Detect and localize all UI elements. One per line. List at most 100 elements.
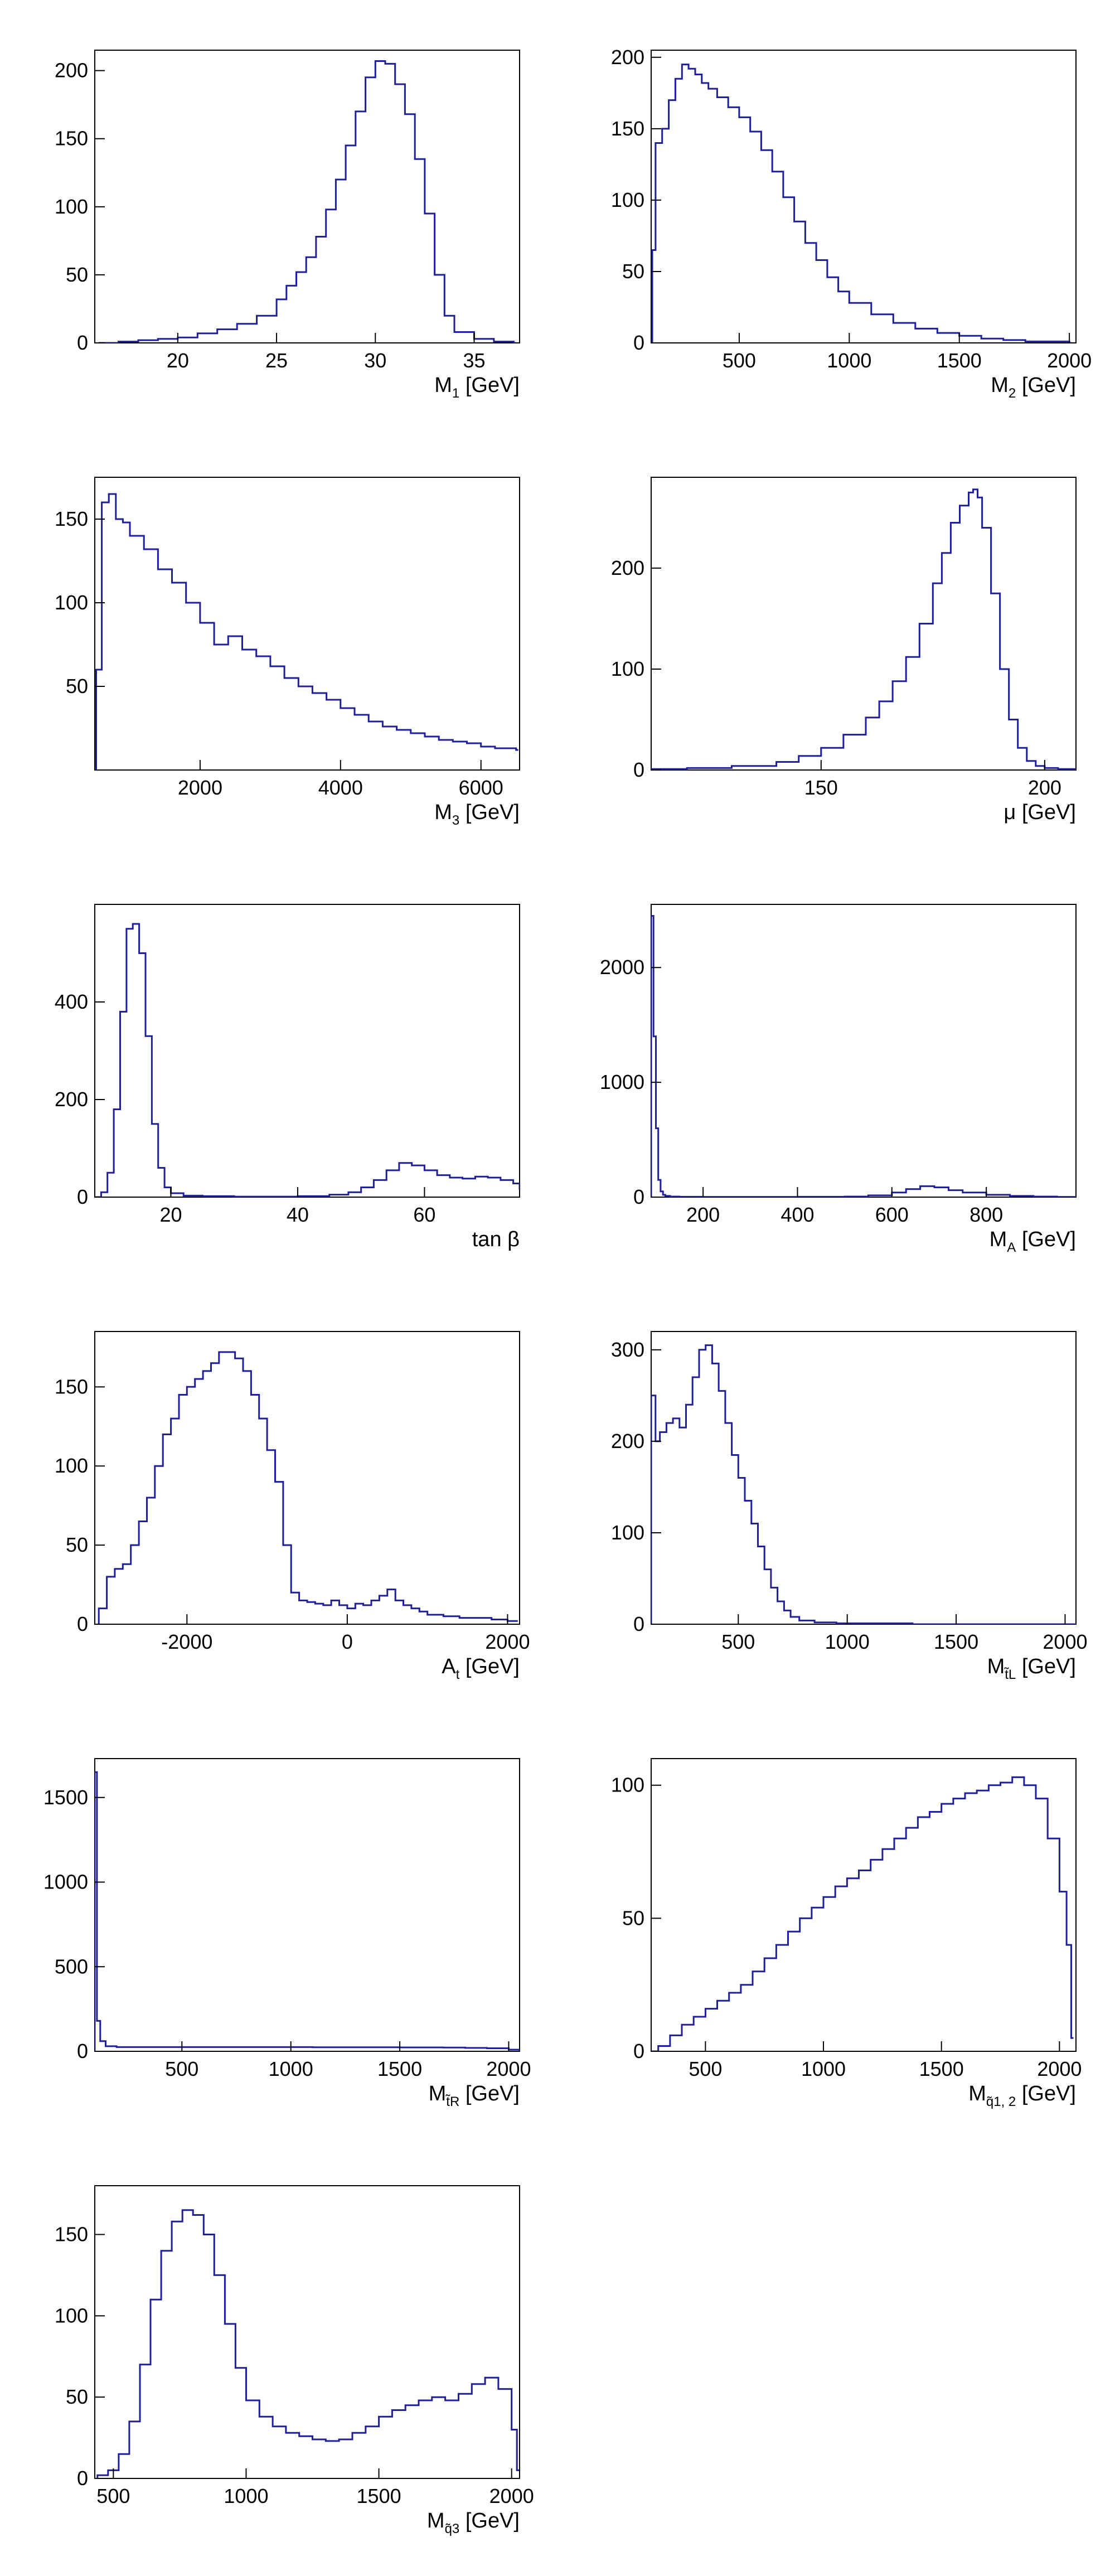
plot-frame [94,477,520,771]
histogram-series [651,1776,1074,2051]
y-tick-label: 300 [611,1338,644,1361]
y-tick-label: 0 [633,758,644,781]
x-axis-label: tan β [472,1228,520,1251]
y-tick-label: 100 [611,1774,644,1797]
histogram-series [651,915,1076,1197]
x-tick-label: 150 [804,776,838,799]
y-tick-label: 0 [77,2467,88,2490]
x-axis-label: MA [GeV] [990,1228,1076,1255]
y-tick-label: 200 [611,556,644,579]
plot-frame [651,1758,1077,2052]
x-tick-label: 4000 [318,776,363,799]
y-tick-label: 500 [55,1955,88,1978]
plot-frame [94,1331,520,1625]
histogram-panel-2: 500 1000 1500 2000 0 50 100 150 200 M2 [GeV] [611,46,1092,401]
x-tick-label: 500 [165,2057,198,2080]
y-tick-label: 200 [611,1430,644,1452]
x-tick-label: 2000 [485,1630,530,1653]
x-tick-label: 200 [686,1203,720,1226]
y-tick-label: 200 [55,59,88,82]
y-tick-label: 50 [66,2385,88,2408]
x-tick-label: 40 [287,1203,309,1226]
histogram-series [95,1771,520,2051]
y-tick-label: 100 [55,2304,88,2327]
histogram-panel-5: 20 40 60 0 200 400 tan β [55,904,520,1251]
x-tick-label: 1500 [934,1630,978,1653]
x-tick-label: 2000 [1037,2057,1082,2080]
x-tick-label: 35 [463,349,485,372]
histogram-panel-6: 200 400 600 800 0 1000 2000 MA [GeV] [600,904,1077,1255]
x-axis-label: At [GeV] [442,1655,520,1682]
y-tick-label: 150 [55,507,88,530]
plot-frame [651,904,1077,1198]
y-tick-label: 0 [633,2040,644,2062]
histogram-series [651,1344,1076,1624]
y-tick-label: 2000 [600,956,644,979]
y-tick-label: 400 [55,990,88,1013]
x-tick-label: 1500 [937,349,982,372]
y-tick-label: 100 [55,1454,88,1477]
x-tick-label: -2000 [161,1630,212,1653]
y-tick-label: 0 [633,1613,644,1635]
x-tick-label: 1500 [377,2057,422,2080]
x-tick-label: 1500 [357,2485,401,2507]
y-tick-label: 0 [77,2040,88,2062]
y-tick-label: 150 [55,127,88,150]
x-tick-label: 6000 [459,776,503,799]
x-tick-label: 2000 [1043,1630,1087,1653]
x-tick-label: 1000 [827,349,871,372]
plot-frame [94,2185,520,2479]
x-tick-label: 500 [723,349,756,372]
x-tick-label: 25 [265,349,288,372]
histogram-panel-3: 2000 4000 6000 50 100 150 M3 [GeV] [55,477,520,828]
x-tick-label: 400 [780,1203,814,1226]
histogram-series [95,493,518,770]
histogram-panel-9: 500 1000 1500 2000 0 500 1000 1500 Mt̃R [GeV] [43,1758,531,2109]
y-tick-label: 100 [611,1521,644,1544]
histogram-series [96,2209,520,2478]
x-axis-label: M2 [GeV] [991,374,1076,401]
plot-frame [94,50,520,343]
y-tick-label: 50 [66,1533,88,1556]
y-tick-label: 100 [55,195,88,218]
x-axis-label: M3 [GeV] [434,801,520,828]
y-tick-label: 50 [66,263,88,286]
plot-frame [651,50,1077,343]
histogram-series [651,64,1072,343]
x-tick-label: 60 [413,1203,435,1226]
plot-frame [651,477,1077,771]
histogram-panel-8: 500 1000 1500 2000 0 100 200 300 Mt̃L [GeV] [611,1331,1088,1682]
x-tick-label: 20 [167,349,189,372]
x-tick-label: 1000 [269,2057,313,2080]
y-tick-label: 150 [55,1375,88,1398]
y-tick-label: 100 [55,591,88,614]
x-tick-label: 1000 [801,2057,846,2080]
x-axis-label: Mq̃3 [GeV] [427,2509,520,2536]
x-tick-label: 500 [721,1630,755,1653]
histogram-panel-11: 500 1000 1500 2000 0 50 100 150 Mq̃3 [GeV] [55,2185,534,2536]
x-tick-label: 20 [159,1203,182,1226]
x-tick-label: 1500 [919,2057,964,2080]
y-tick-label: 100 [611,657,644,680]
x-tick-label: 1000 [825,1630,870,1653]
x-tick-label: 800 [969,1203,1003,1226]
x-tick-label: 30 [364,349,386,372]
y-tick-label: 50 [622,1906,644,1929]
y-tick-label: 200 [611,46,644,69]
histogram-panel-10: 500 1000 1500 2000 0 50 100 Mq̃1, 2 [GeV] [611,1758,1082,2109]
y-tick-label: 1000 [600,1071,644,1093]
y-tick-label: 1000 [43,1871,88,1894]
x-tick-label: 200 [1028,776,1061,799]
x-axis-label: Mq̃1, 2 [GeV] [968,2082,1076,2109]
histogram-series [95,923,520,1197]
x-tick-label: 500 [96,2485,130,2507]
y-tick-label: 0 [77,1613,88,1635]
x-tick-label: 2000 [178,776,222,799]
x-axis-label: M1 [GeV] [434,374,520,401]
x-tick-label: 2000 [489,2485,534,2507]
x-tick-label: 500 [689,2057,722,2080]
x-axis-label: Mt̃L [GeV] [987,1655,1076,1682]
y-tick-label: 50 [66,675,88,698]
